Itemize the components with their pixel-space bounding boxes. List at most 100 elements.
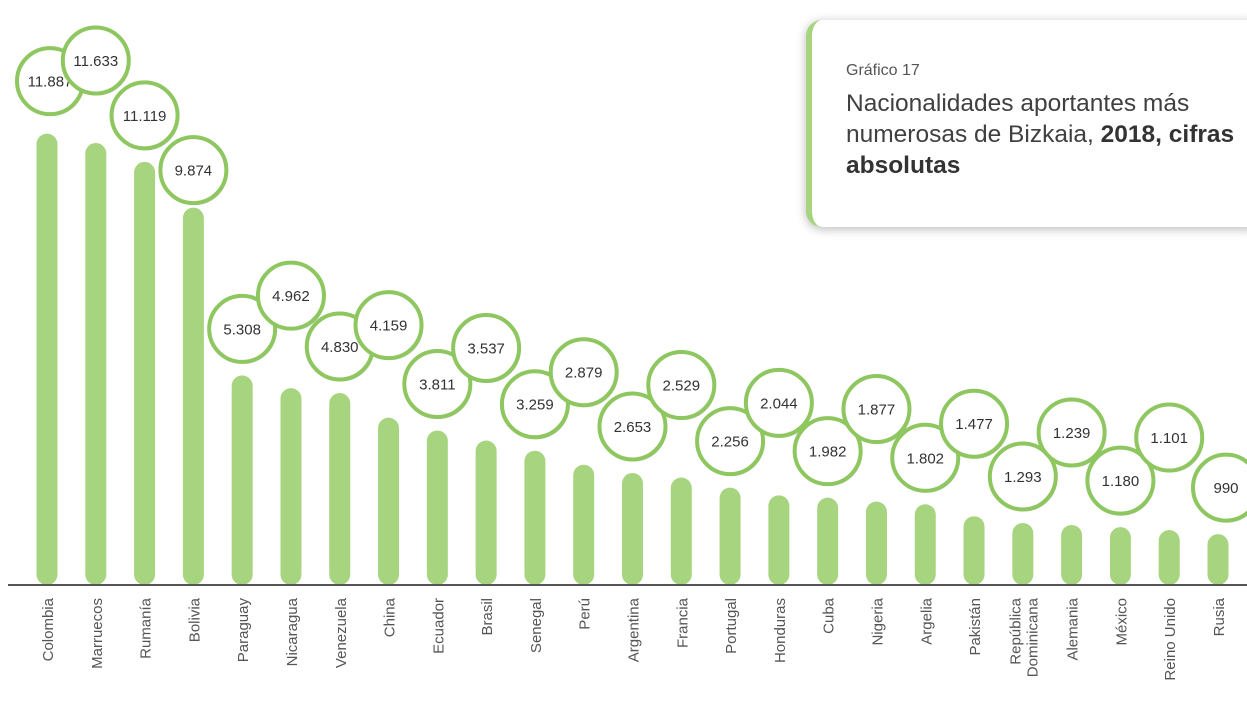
- category-label-0: Colombia: [40, 597, 57, 661]
- value-bubble-17: [841, 374, 912, 445]
- category-label-5: Nicaragua: [284, 597, 301, 666]
- category-label-1: Marruecos: [89, 598, 106, 669]
- value-bubble-16: [792, 416, 863, 487]
- value-bubble-22: [1085, 445, 1156, 516]
- value-bubble-21: [1036, 397, 1107, 468]
- chart-subtitle: Gráfico 17: [846, 62, 920, 79]
- category-label-15: Honduras: [772, 598, 789, 663]
- bar-6: [329, 392, 351, 585]
- value-bubble-15: [743, 367, 814, 438]
- value-bubble-5: [255, 260, 326, 331]
- value-label-3: 9.874: [175, 163, 213, 180]
- category-label-16: Cuba: [821, 597, 838, 634]
- value-bubble-3: [158, 135, 229, 206]
- bar-8: [426, 430, 448, 585]
- bar-20: [1012, 522, 1034, 585]
- title-card: Gráfico 17 Nacionalidades aportantes más…: [806, 20, 1247, 227]
- value-label-5: 4.962: [272, 288, 310, 305]
- chart-title-emphasis: 2018, cifras absolutas: [846, 121, 1235, 179]
- value-label-9: 3.537: [467, 341, 505, 358]
- value-label-23: 1.101: [1150, 430, 1188, 447]
- category-label-22: México: [1113, 598, 1130, 646]
- value-label-24: 990: [1213, 480, 1238, 497]
- value-label-22: 1.180: [1102, 473, 1140, 490]
- category-label-18: Argelia: [918, 597, 935, 644]
- bar-12: [622, 473, 643, 585]
- value-label-13: 2.529: [663, 378, 701, 395]
- value-label-21: 1.239: [1053, 425, 1091, 442]
- category-labels-group: Colombia Marruecos Rumanía Bolivia Paraguay N…: [40, 597, 1228, 680]
- category-label-17: Nigeria: [869, 597, 886, 645]
- value-bubble-10: [499, 369, 570, 440]
- value-label-18: 1.802: [906, 450, 944, 467]
- category-label-19: Pakistán: [967, 598, 984, 656]
- value-bubble-13: [646, 350, 717, 421]
- value-label-8: 3.811: [419, 376, 455, 393]
- value-bubble-1: [60, 25, 131, 96]
- bar-0: [36, 133, 58, 585]
- category-label-11: Perú: [577, 598, 594, 630]
- category-label-3: Bolivia: [186, 597, 203, 642]
- category-label-2: Rumanía: [138, 597, 155, 659]
- value-bubble-14: [695, 406, 766, 477]
- value-bubble-12: [597, 391, 668, 462]
- value-label-19: 1.477: [955, 416, 993, 433]
- value-bubble-8: [402, 348, 473, 419]
- category-label-14: Portugal: [723, 598, 740, 654]
- bar-16: [817, 497, 839, 585]
- value-label-16: 1.982: [809, 444, 847, 461]
- bar-18: [914, 504, 936, 585]
- value-label-12: 2.653: [614, 419, 652, 436]
- bar-4: [231, 375, 253, 585]
- category-label-13: Francia: [674, 597, 691, 648]
- value-bubble-7: [353, 290, 424, 361]
- value-bubble-9: [451, 313, 522, 384]
- chart-title: Nacionalidades aportantes más numerosas …: [846, 88, 1246, 181]
- value-label-14: 2.256: [711, 434, 749, 451]
- bar-9: [475, 440, 497, 585]
- category-label-23: Reino Unido: [1162, 598, 1179, 681]
- bar-13: [670, 477, 692, 585]
- bar-7: [378, 417, 400, 585]
- category-label-9: Brasil: [479, 598, 496, 636]
- category-label-6: Venezuela: [333, 597, 350, 668]
- value-bubble-23: [1134, 402, 1205, 473]
- value-label-4: 5.308: [223, 321, 261, 338]
- bar-11: [573, 464, 595, 585]
- bar-24: [1207, 534, 1229, 585]
- category-label-7: China: [382, 597, 399, 637]
- bars-group: [36, 133, 1229, 585]
- bar-15: [768, 495, 790, 585]
- category-label-4: Paraguay: [235, 598, 252, 663]
- bar-21: [1061, 524, 1083, 585]
- category-label-20: RepúblicaDominicana: [1007, 597, 1041, 677]
- value-label-11: 2.879: [565, 365, 603, 382]
- bar-5: [280, 388, 302, 585]
- value-label-6: 4.830: [321, 339, 359, 356]
- category-label-21: Alemania: [1065, 597, 1082, 660]
- value-bubble-11: [548, 337, 619, 408]
- category-label-8: Ecuador: [430, 598, 447, 654]
- bar-17: [865, 501, 887, 585]
- value-label-7: 4.159: [370, 318, 408, 335]
- bar-23: [1158, 530, 1180, 585]
- value-label-17: 1.877: [858, 402, 896, 419]
- value-label-15: 2.044: [760, 395, 798, 412]
- bar-3: [182, 207, 204, 585]
- value-label-1: 11.633: [73, 53, 118, 70]
- bar-22: [1109, 527, 1131, 585]
- category-label-10: Senegal: [528, 598, 545, 653]
- chart-title-main: Nacionalidades aportantes más numerosas …: [846, 90, 1190, 148]
- value-bubble-20: [987, 441, 1058, 512]
- value-bubble-2: [109, 80, 180, 151]
- value-label-20: 1.293: [1004, 469, 1042, 486]
- value-bubble-4: [207, 293, 278, 364]
- bar-2: [134, 161, 156, 585]
- value-bubble-24: [1191, 452, 1247, 523]
- value-label-2: 11.119: [123, 108, 167, 125]
- value-bubble-18: [890, 422, 961, 493]
- category-label-12: Argentina: [626, 597, 643, 662]
- value-label-10: 3.259: [516, 397, 554, 414]
